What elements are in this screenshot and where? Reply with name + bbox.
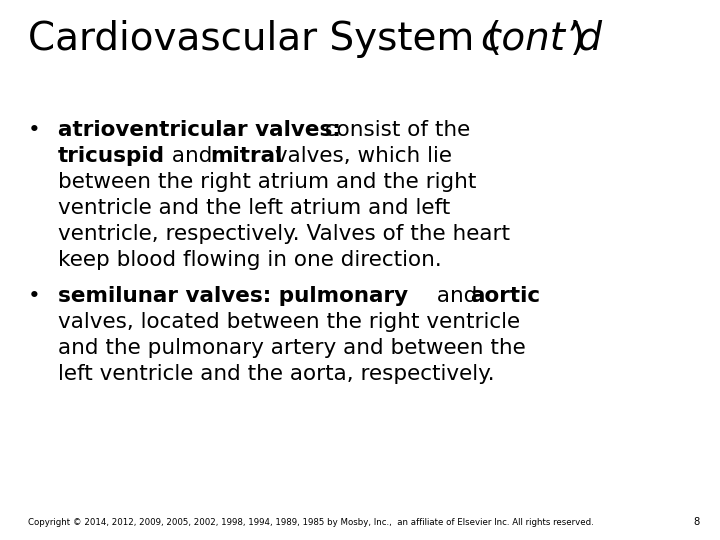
- Text: ): ): [570, 20, 585, 58]
- Text: Copyright © 2014, 2012, 2009, 2005, 2002, 1998, 1994, 1989, 1985 by Mosby, Inc.,: Copyright © 2014, 2012, 2009, 2005, 2002…: [28, 518, 594, 527]
- Text: between the right atrium and the right: between the right atrium and the right: [58, 172, 477, 192]
- Text: and the pulmonary artery and between the: and the pulmonary artery and between the: [58, 338, 526, 358]
- Text: semilunar valves: pulmonary: semilunar valves: pulmonary: [58, 286, 408, 306]
- Text: left ventricle and the aorta, respectively.: left ventricle and the aorta, respective…: [58, 364, 495, 384]
- Text: cont’d: cont’d: [480, 20, 602, 58]
- Text: and: and: [165, 146, 220, 166]
- Text: Cardiovascular System (: Cardiovascular System (: [28, 20, 502, 58]
- Text: ventricle, respectively. Valves of the heart: ventricle, respectively. Valves of the h…: [58, 224, 510, 244]
- Text: keep blood flowing in one direction.: keep blood flowing in one direction.: [58, 250, 442, 270]
- Text: •: •: [28, 286, 41, 306]
- Text: valves, which lie: valves, which lie: [268, 146, 452, 166]
- Text: and: and: [430, 286, 485, 306]
- Text: •: •: [28, 120, 41, 140]
- Text: mitral: mitral: [210, 146, 282, 166]
- Text: tricuspid: tricuspid: [58, 146, 165, 166]
- Text: valves, located between the right ventricle: valves, located between the right ventri…: [58, 312, 520, 332]
- Text: atrioventricular valves:: atrioventricular valves:: [58, 120, 341, 140]
- Text: 8: 8: [694, 517, 700, 527]
- Text: aortic: aortic: [470, 286, 540, 306]
- Text: ventricle and the left atrium and left: ventricle and the left atrium and left: [58, 198, 450, 218]
- Text: consist of the: consist of the: [318, 120, 470, 140]
